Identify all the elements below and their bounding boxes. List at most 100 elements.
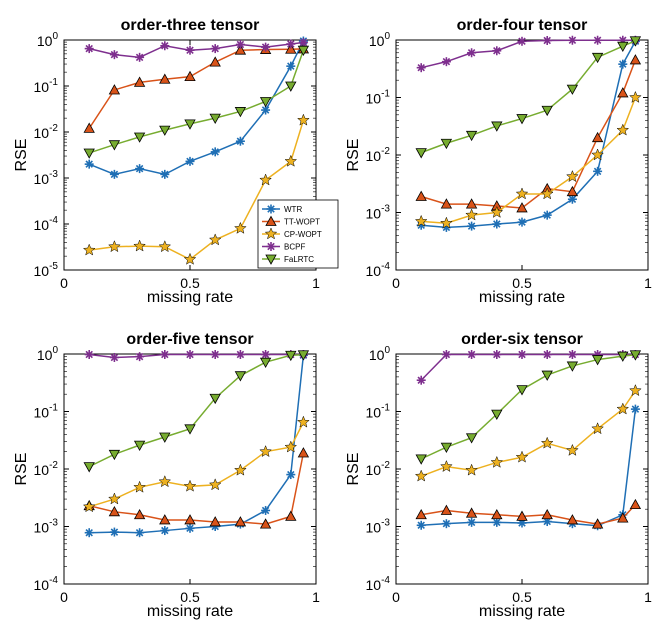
legend-entry: BCPF (284, 243, 305, 252)
data-point (440, 216, 453, 229)
series-bcpf (416, 350, 640, 385)
data-point (297, 415, 310, 428)
y-tick-label: 10-5 (34, 261, 59, 279)
data-point (566, 84, 579, 95)
series-line (421, 40, 637, 229)
data-point (593, 166, 603, 176)
data-point (415, 454, 427, 465)
data-point (440, 504, 453, 515)
chart-title: order-three tensor (121, 17, 260, 34)
data-point (467, 350, 477, 360)
series-line (89, 41, 304, 59)
legend-marker (265, 215, 277, 226)
y-axis-label: RSE (345, 139, 362, 172)
legend-marker (265, 254, 277, 265)
data-point (108, 505, 121, 517)
series-falrtc (415, 36, 642, 159)
x-tick-label: 0 (392, 589, 400, 605)
data-point (135, 52, 145, 62)
data-point (618, 59, 628, 69)
series-line (89, 353, 304, 359)
series-line (420, 40, 636, 154)
data-point (297, 113, 310, 126)
data-point (133, 508, 146, 520)
data-point (209, 113, 221, 124)
y-tick-label: 10-1 (366, 89, 391, 107)
data-point (629, 384, 642, 397)
data-point (159, 514, 171, 525)
data-point (540, 187, 554, 200)
y-tick-label: 10-4 (366, 261, 391, 279)
data-point (286, 61, 296, 71)
series-line (420, 353, 636, 381)
data-point (133, 440, 146, 451)
series-line (88, 49, 305, 154)
data-point (517, 217, 527, 227)
data-point (234, 107, 247, 118)
data-point (515, 450, 529, 463)
data-point (566, 361, 579, 372)
data-point (416, 375, 426, 385)
data-point (516, 385, 528, 396)
y-axis-label: RSE (345, 453, 362, 486)
data-point (617, 351, 629, 362)
x-tick-label: 0 (60, 589, 68, 605)
data-point (135, 352, 145, 362)
series-falrtc (415, 350, 642, 465)
data-point (440, 138, 453, 150)
x-tick-label: 0.5 (180, 275, 200, 291)
series-line (421, 504, 636, 525)
data-point (234, 44, 247, 55)
x-tick-label: 0.5 (180, 589, 200, 605)
data-point (490, 205, 504, 218)
y-tick-label: 10-4 (366, 575, 391, 593)
data-point (491, 409, 503, 420)
data-point (629, 90, 642, 103)
data-point (84, 528, 94, 538)
data-point (135, 528, 145, 538)
data-point (185, 350, 195, 360)
data-point (515, 187, 529, 200)
y-tick-label: 10-2 (34, 123, 59, 141)
y-tick-label: 100 (369, 345, 391, 363)
data-point (159, 73, 171, 84)
data-point (617, 41, 629, 53)
data-point (629, 54, 642, 65)
series-line (88, 421, 305, 508)
data-point (416, 520, 426, 530)
data-point (465, 507, 478, 518)
data-point (542, 36, 552, 46)
data-point (160, 350, 170, 360)
data-point (467, 221, 477, 231)
data-point (108, 449, 121, 461)
data-point (285, 350, 297, 362)
data-point (492, 219, 502, 229)
chart-title: order-six tensor (461, 331, 583, 348)
data-point (259, 357, 272, 369)
data-point (285, 81, 297, 92)
y-tick-label: 100 (369, 31, 391, 49)
series-line (89, 355, 305, 534)
data-point (491, 121, 503, 132)
series-cp-wopt (82, 415, 310, 513)
data-point (160, 169, 170, 179)
data-point (284, 440, 298, 453)
data-point (441, 350, 451, 360)
data-point (83, 462, 95, 473)
legend-marker (264, 227, 278, 240)
data-point (540, 436, 554, 449)
data-point (284, 154, 298, 167)
series-falrtc (83, 45, 310, 159)
data-point (209, 393, 221, 405)
chart-title: order-four tensor (457, 17, 588, 34)
data-point (591, 355, 604, 366)
data-point (234, 463, 247, 476)
data-point (83, 122, 95, 133)
series-line (420, 390, 637, 477)
data-point (516, 114, 528, 125)
series-falrtc (83, 350, 310, 473)
x-tick-label: 0 (392, 275, 400, 291)
data-point (82, 500, 96, 513)
y-tick-label: 100 (37, 31, 59, 49)
x-tick-label: 0.5 (512, 275, 532, 291)
